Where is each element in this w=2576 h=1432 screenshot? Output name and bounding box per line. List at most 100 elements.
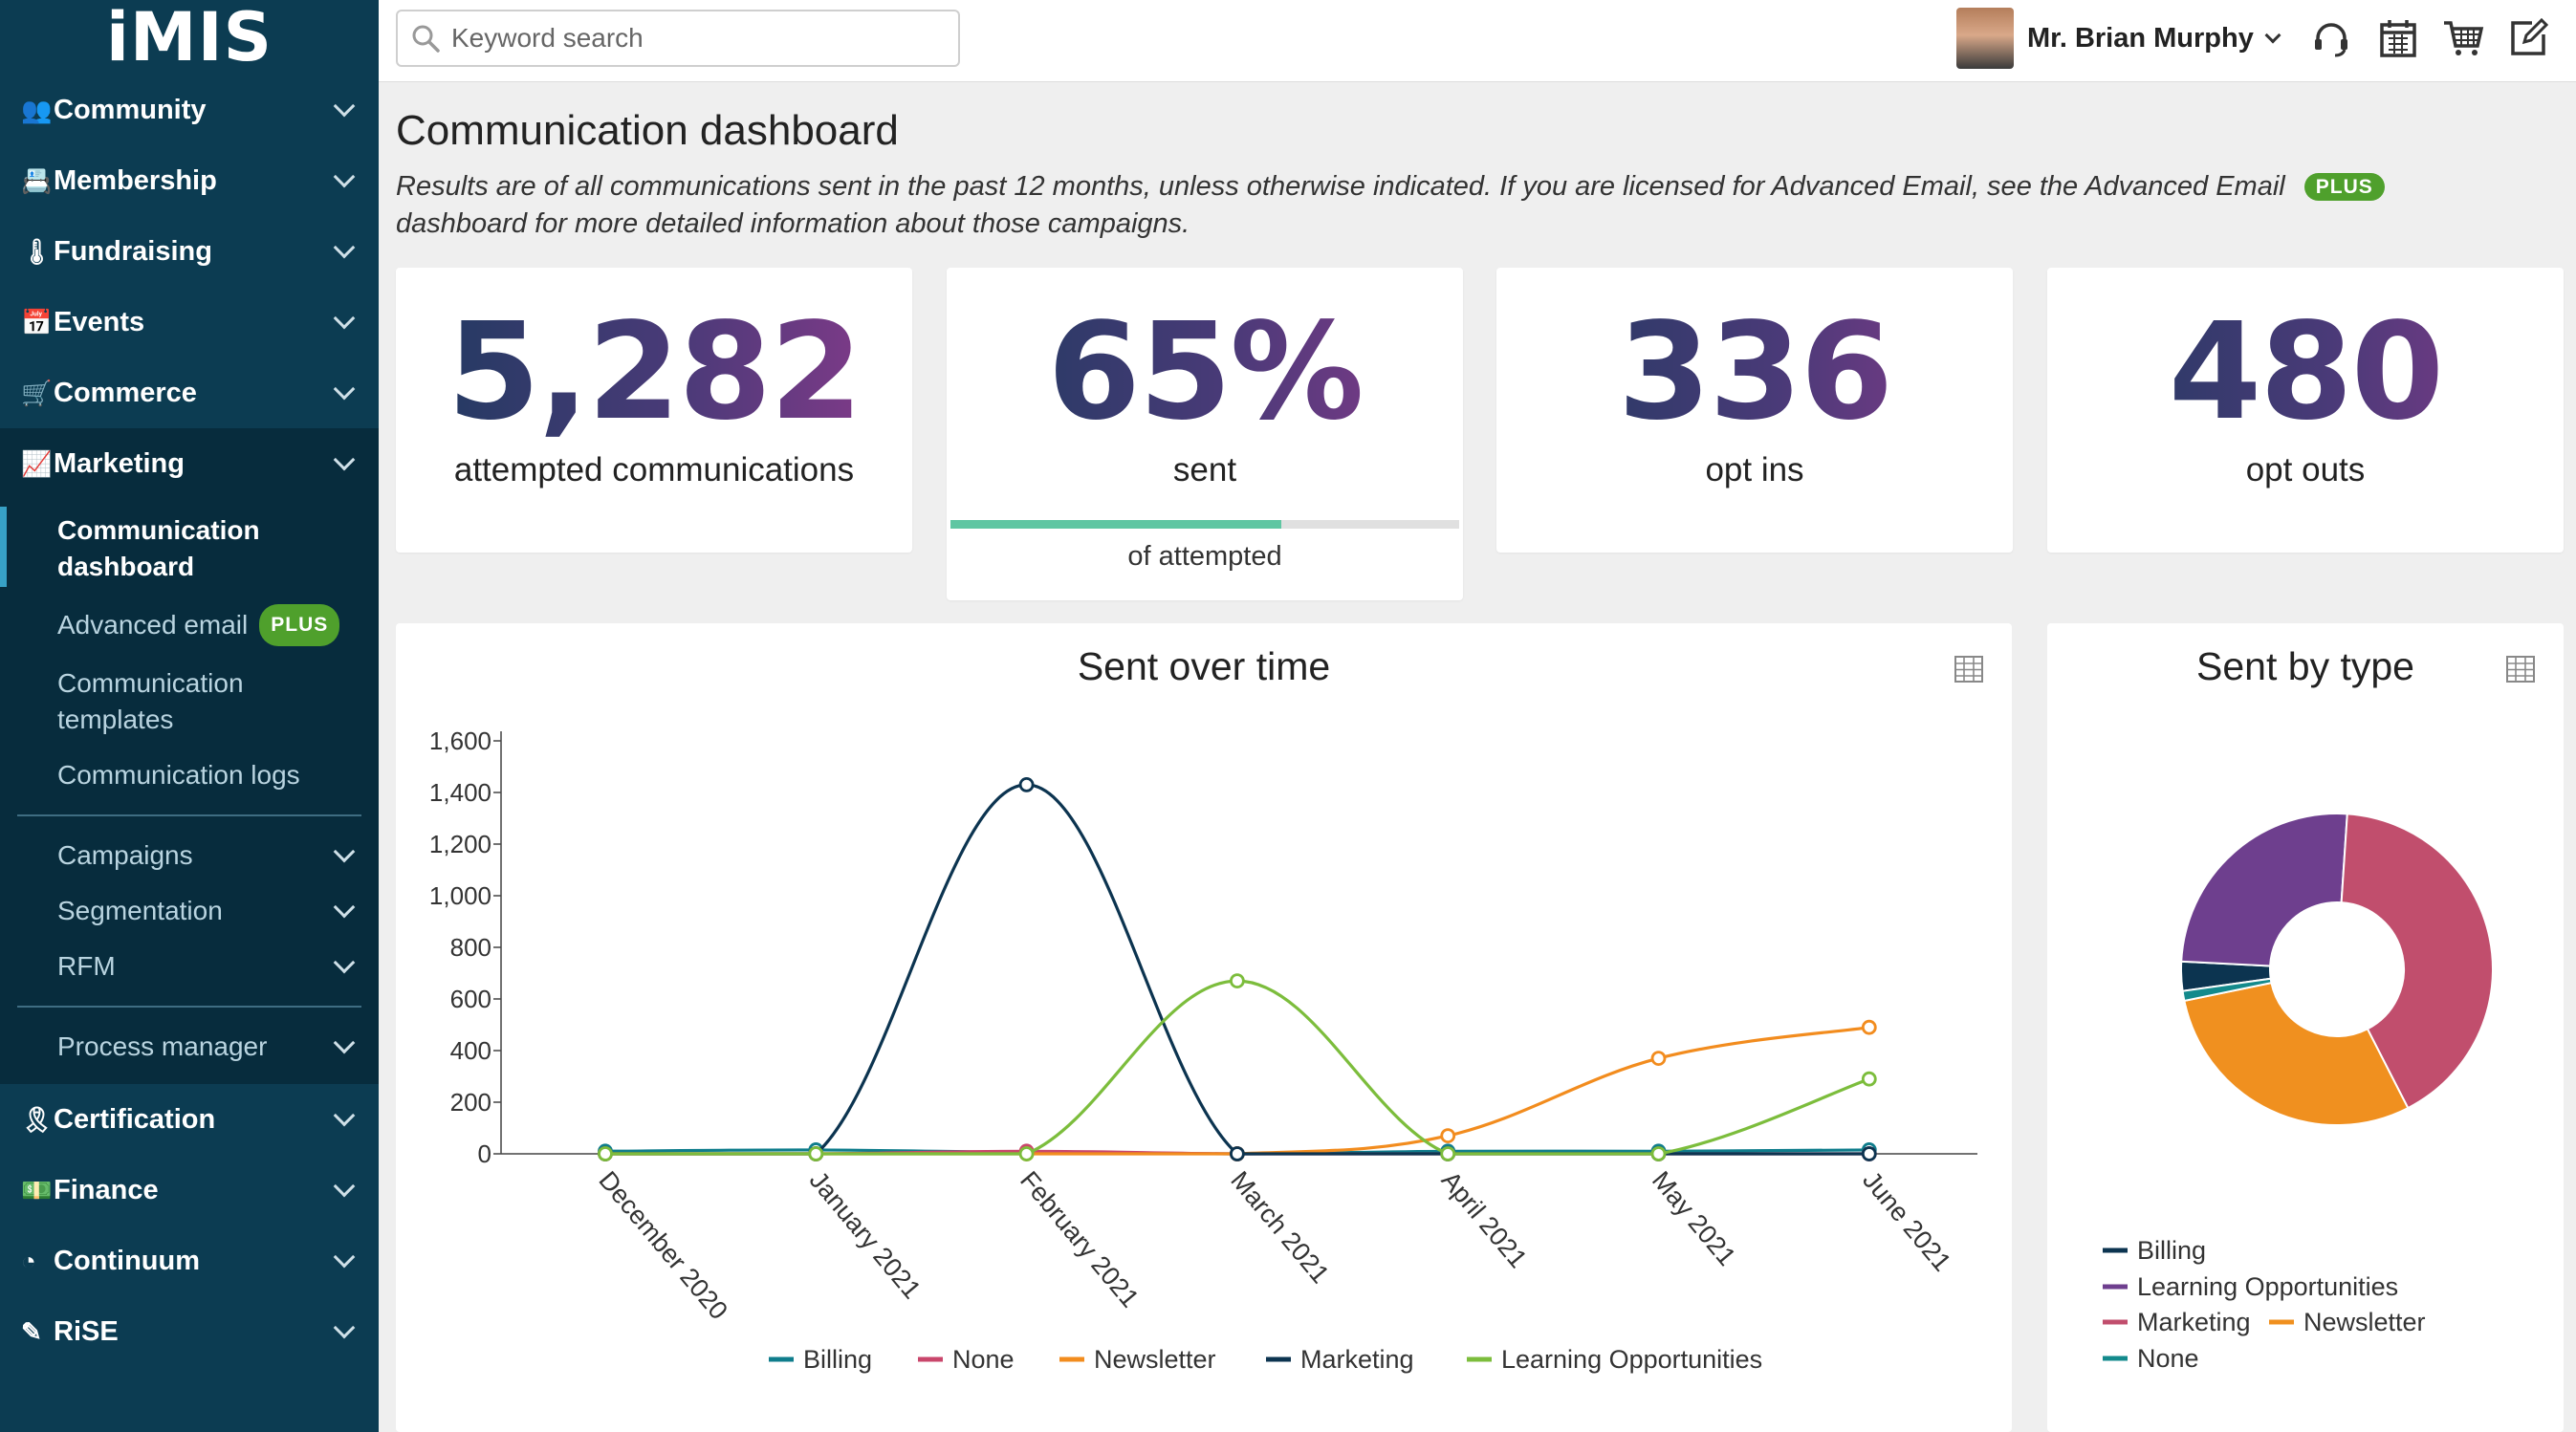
x-tick-label: February 2021 [1015,1166,1145,1313]
calendar-icon[interactable] [2377,17,2419,59]
user-menu[interactable]: Mr. Brian Murphy [1956,8,2284,69]
imis-logo[interactable]: iMIS [105,0,273,76]
stat-card-sent: 65% sent of attempted [947,268,1463,600]
data-point[interactable] [1230,973,1245,989]
data-point[interactable] [1861,1146,1877,1161]
series-line-learning-opportunities [605,979,1870,1156]
pie-slice-learning-opportunities[interactable] [2180,813,2348,967]
sidebar-item-certification[interactable]: 🎗 Certification [0,1084,379,1155]
user-name[interactable]: Mr. Brian Murphy [2027,22,2254,54]
legend-item[interactable]: Billing [769,1345,872,1374]
sidebar-item-continuum[interactable]: ◔ Continuum [0,1226,379,1296]
data-point[interactable] [1650,1051,1667,1067]
sidebar-item-finance[interactable]: 💵 Finance [0,1155,379,1226]
submenu-campaigns[interactable]: Campaigns [0,828,379,883]
sidebar-item-events[interactable]: 📅 Events [0,287,379,358]
sent-by-type-card: Sent by type Billing Learning Opportuniti… [2047,623,2564,1432]
data-point[interactable] [1440,1128,1456,1143]
x-tick-label: May 2021 [1647,1166,1741,1271]
legend-label: Newsletter [2303,1308,2426,1336]
sidebar-item-membership[interactable]: 📇 Membership [0,145,379,216]
legend-label: Billing [2137,1236,2206,1265]
legend-item[interactable]: Newsletter [2269,1308,2426,1336]
legend-label: None [952,1345,1015,1374]
y-tick-label: 1,400 [429,778,491,807]
cart-icon[interactable] [2442,17,2484,59]
stat-value: 5,282 [396,296,912,449]
data-point[interactable] [808,1146,824,1161]
submenu-rfm[interactable]: RFM [0,939,379,994]
submenu-communication-logs[interactable]: Communication logs [57,760,300,790]
edit-icon[interactable] [2507,17,2549,59]
data-point[interactable] [598,1146,613,1161]
sidebar-item-community[interactable]: 👥 Community [0,75,379,145]
ribbon-icon: 🎗 [21,1104,54,1134]
stat-card-opt-outs: 480 opt outs [2047,268,2564,553]
stat-label: opt outs [2245,451,2366,488]
search-input[interactable] [451,23,929,54]
chevron-down-icon [333,1031,356,1054]
submenu-communication-templates[interactable]: Communication templates [57,668,244,734]
data-point[interactable] [1861,1071,1877,1087]
legend-label: Billing [803,1345,872,1374]
legend-item[interactable]: Marketing [2103,1308,2251,1336]
calendar-icon: 📅 [21,307,53,336]
legend-item[interactable]: Billing [2103,1236,2206,1265]
avatar[interactable] [1956,8,2014,69]
x-tick-label: March 2021 [1225,1166,1335,1290]
x-tick-label: April 2021 [1436,1166,1533,1273]
sidebar-item-fundraising[interactable]: 🌡 Fundraising [0,216,379,287]
legend-item[interactable]: Newsletter [1059,1345,1216,1374]
plus-badge: PLUS [259,604,340,646]
legend-item[interactable]: None [2103,1344,2199,1373]
pie-slice-none[interactable] [2181,977,2273,1003]
table-view-icon[interactable] [1954,656,1983,683]
legend-item[interactable]: Learning Opportunities [1467,1345,1762,1374]
chevron-down-icon [333,840,356,863]
legend-item[interactable]: Learning Opportunities [2103,1272,2398,1301]
progress-fill [950,520,1281,529]
chevron-down-icon [333,165,356,188]
legend-label: Marketing [2137,1308,2251,1336]
y-tick-label: 0 [478,1139,491,1168]
sidebar: iMIS 👥 Community 📇 Membership 🌡 Fundrais… [0,0,379,1432]
data-point[interactable] [1440,1146,1456,1161]
chevron-down-icon [333,95,356,118]
sidebar-item-marketing[interactable]: 📈 Marketing [0,428,379,499]
headset-icon[interactable] [2310,17,2352,59]
legend-item[interactable]: None [918,1345,1015,1374]
chevron-down-icon [2264,27,2281,44]
data-point[interactable] [1018,1146,1035,1161]
chevron-down-icon [333,448,356,471]
edit-icon: ✎ [21,1316,42,1346]
data-point[interactable] [1650,1146,1667,1161]
table-view-icon[interactable] [2506,656,2535,683]
submenu-segmentation[interactable]: Segmentation [0,883,379,939]
legend-item[interactable]: Marketing [1266,1345,1414,1374]
stat-label: opt ins [1705,451,1804,488]
thermometer-icon: 🌡 [21,236,54,266]
sidebar-item-rise[interactable]: ✎ RiSE [0,1296,379,1367]
stat-card-attempted: 5,282 attempted communications [396,268,912,553]
chart-title: Sent over time [1077,644,1331,688]
data-point[interactable] [1861,1019,1877,1035]
data-point[interactable] [1230,1146,1245,1161]
sidebar-item-label: Certification [54,1103,216,1135]
submenu-process-manager[interactable]: Process manager [0,1019,379,1074]
legend-label: Newsletter [1094,1345,1216,1374]
pie-slice-marketing[interactable] [2340,813,2494,1110]
search-icon [412,25,440,53]
sidebar-item-label: RiSE [54,1315,119,1347]
submenu-advanced-email[interactable]: Advanced email PLUS [0,595,379,656]
search-box[interactable] [396,10,960,67]
submenu-communication-dashboard[interactable]: Communication dashboard [0,499,379,595]
pie-slice-newsletter[interactable] [2183,981,2410,1126]
sidebar-item-label: Fundraising [54,235,212,267]
series-line-newsletter [605,1026,1870,1156]
progress-caption: of attempted [1127,541,1282,572]
chevron-down-icon [333,1316,356,1339]
chevron-down-icon [333,378,356,401]
sidebar-item-commerce[interactable]: 🛒 Commerce [0,358,379,428]
legend-label: Marketing [1300,1345,1414,1374]
data-point[interactable] [1018,776,1035,792]
